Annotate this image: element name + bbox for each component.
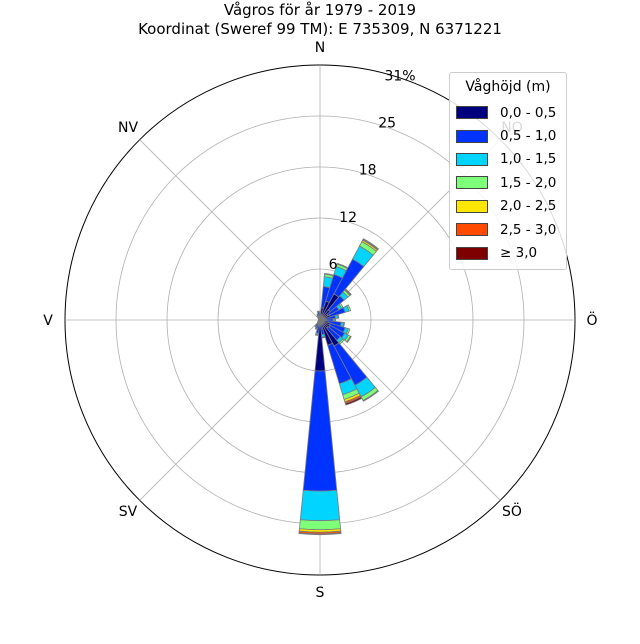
legend-items: 0,0 - 0,5 0,5 - 1,0 1,0 - 1,5 1,5 - 2,0 2,0 … (456, 101, 560, 265)
direction-label: V (43, 313, 53, 329)
rose-bar-segment (322, 337, 326, 338)
legend-item: 2,5 - 3,0 (456, 218, 560, 241)
radial-tick-label: 25 (378, 116, 396, 132)
legend-label: 2,0 - 2,5 (500, 198, 556, 214)
legend-swatch (456, 200, 488, 213)
legend-swatch (456, 153, 488, 166)
chart-title: Vågros för år 1979 - 2019 (224, 1, 416, 19)
grid-spoke (140, 140, 320, 320)
legend-swatch (456, 106, 488, 119)
legend-item: 2,0 - 2,5 (456, 195, 560, 218)
rose-bar-segment (300, 490, 339, 520)
legend-label: 1,5 - 2,0 (500, 175, 556, 191)
grid-spoke (140, 320, 320, 500)
legend-label: 0,0 - 0,5 (500, 105, 556, 121)
legend-label: 1,0 - 1,5 (500, 151, 556, 167)
direction-label: N (315, 40, 325, 56)
direction-label: SV (119, 504, 138, 520)
rose-bar-segment (303, 371, 337, 491)
legend-item: ≥ 3,0 (456, 241, 560, 264)
rose-bar-segment (315, 326, 317, 328)
direction-label: NV (118, 120, 138, 136)
wave-rose-bars (299, 239, 378, 535)
radial-tick-label: 18 (359, 163, 377, 179)
direction-label: S (316, 585, 325, 601)
rose-bar-segment (315, 334, 318, 335)
legend-item: 0,5 - 1,0 (456, 124, 560, 147)
legend-label: ≥ 3,0 (500, 245, 537, 261)
legend-swatch (456, 247, 488, 260)
rose-bar-segment (299, 520, 340, 530)
legend-label: 2,5 - 3,0 (500, 222, 556, 238)
legend: Våghöjd (m) 0,0 - 0,5 0,5 - 1,0 1,0 - 1,5 1… (449, 72, 567, 270)
radial-tick-labels: 6 12 18 25 31% (329, 68, 416, 273)
radial-tick-label: 12 (339, 210, 357, 226)
rose-bar-segment (337, 315, 339, 319)
legend-label: 0,5 - 1,0 (500, 128, 556, 144)
legend-item: 0,0 - 0,5 (456, 101, 560, 124)
radial-tick-label: 6 (329, 257, 338, 273)
legend-swatch (456, 223, 488, 236)
chart-subtitle: Koordinat (Sweref 99 TM): E 735309, N 63… (138, 20, 502, 38)
rose-bar-segment (315, 328, 317, 329)
rose-bar-segment (317, 311, 319, 312)
legend-swatch (456, 176, 488, 189)
direction-label: SÖ (502, 502, 522, 520)
grid-spoke (320, 320, 500, 500)
radial-tick-label: 31% (384, 68, 415, 84)
legend-item: 1,5 - 2,0 (456, 171, 560, 194)
legend-title: Våghöjd (m) (456, 79, 560, 95)
legend-item: 1,0 - 1,5 (456, 148, 560, 171)
direction-label: Ö (586, 311, 597, 329)
legend-swatch (456, 130, 488, 143)
